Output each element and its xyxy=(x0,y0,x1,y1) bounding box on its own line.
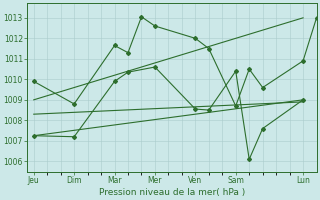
X-axis label: Pression niveau de la mer( hPa ): Pression niveau de la mer( hPa ) xyxy=(99,188,245,197)
